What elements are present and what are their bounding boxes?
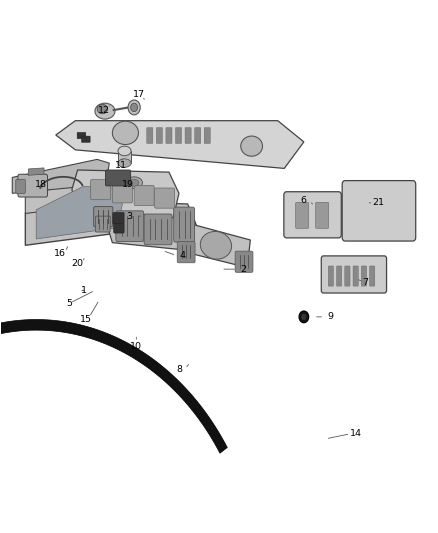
FancyBboxPatch shape: [144, 214, 172, 245]
FancyBboxPatch shape: [185, 127, 191, 143]
Text: 2: 2: [240, 265, 246, 273]
FancyBboxPatch shape: [177, 241, 195, 263]
Text: 4: 4: [179, 252, 185, 261]
FancyBboxPatch shape: [147, 127, 153, 143]
FancyBboxPatch shape: [194, 127, 201, 143]
Text: 16: 16: [54, 249, 66, 258]
Text: 1: 1: [81, 286, 87, 295]
FancyBboxPatch shape: [134, 185, 154, 206]
Polygon shape: [184, 223, 251, 268]
Text: 11: 11: [115, 161, 127, 170]
FancyBboxPatch shape: [155, 188, 175, 208]
FancyBboxPatch shape: [166, 127, 172, 143]
FancyBboxPatch shape: [296, 203, 309, 228]
Text: 18: 18: [35, 180, 46, 189]
FancyBboxPatch shape: [113, 183, 132, 203]
Ellipse shape: [241, 136, 262, 156]
FancyBboxPatch shape: [361, 266, 367, 286]
Ellipse shape: [118, 146, 131, 156]
Ellipse shape: [128, 100, 140, 115]
Text: 9: 9: [327, 312, 333, 321]
FancyBboxPatch shape: [114, 223, 124, 233]
FancyBboxPatch shape: [18, 174, 47, 197]
FancyBboxPatch shape: [174, 207, 194, 242]
FancyBboxPatch shape: [176, 127, 182, 143]
Text: 6: 6: [301, 196, 307, 205]
Polygon shape: [25, 181, 134, 245]
Ellipse shape: [97, 104, 108, 114]
Text: 21: 21: [372, 198, 384, 207]
FancyBboxPatch shape: [113, 213, 124, 224]
Polygon shape: [118, 151, 131, 163]
Ellipse shape: [126, 177, 142, 189]
FancyBboxPatch shape: [336, 266, 342, 286]
Ellipse shape: [131, 103, 138, 112]
FancyBboxPatch shape: [16, 180, 25, 193]
Ellipse shape: [301, 313, 307, 320]
FancyBboxPatch shape: [95, 216, 110, 232]
FancyBboxPatch shape: [91, 180, 111, 200]
FancyBboxPatch shape: [235, 251, 253, 272]
FancyBboxPatch shape: [342, 181, 416, 241]
FancyBboxPatch shape: [328, 266, 333, 286]
Polygon shape: [28, 168, 44, 175]
FancyBboxPatch shape: [81, 136, 90, 142]
Polygon shape: [25, 178, 113, 214]
Ellipse shape: [95, 103, 115, 119]
Polygon shape: [12, 159, 110, 193]
Ellipse shape: [299, 311, 309, 322]
Text: 14: 14: [350, 429, 362, 438]
FancyBboxPatch shape: [204, 127, 210, 143]
FancyBboxPatch shape: [77, 132, 86, 139]
FancyBboxPatch shape: [156, 127, 162, 143]
FancyBboxPatch shape: [353, 266, 358, 286]
Ellipse shape: [118, 159, 131, 167]
Text: 7: 7: [362, 278, 368, 287]
FancyBboxPatch shape: [94, 207, 113, 227]
Polygon shape: [36, 187, 122, 239]
Text: 20: 20: [71, 260, 84, 268]
FancyBboxPatch shape: [316, 203, 328, 228]
Text: 17: 17: [132, 90, 145, 99]
FancyBboxPatch shape: [284, 192, 341, 238]
FancyBboxPatch shape: [321, 256, 387, 293]
Text: 8: 8: [177, 366, 183, 374]
Text: 5: 5: [66, 299, 72, 308]
Ellipse shape: [113, 121, 138, 144]
Polygon shape: [107, 202, 196, 251]
Text: 15: 15: [80, 315, 92, 324]
Text: 10: 10: [131, 342, 142, 351]
Text: 3: 3: [127, 212, 133, 221]
Text: 12: 12: [98, 106, 110, 115]
Polygon shape: [72, 170, 179, 217]
FancyBboxPatch shape: [370, 266, 375, 286]
FancyBboxPatch shape: [345, 266, 350, 286]
Ellipse shape: [200, 231, 232, 259]
Polygon shape: [56, 120, 304, 168]
Polygon shape: [0, 319, 227, 453]
FancyBboxPatch shape: [116, 211, 144, 241]
Text: 19: 19: [122, 180, 134, 189]
FancyBboxPatch shape: [106, 170, 131, 186]
Ellipse shape: [129, 179, 139, 186]
